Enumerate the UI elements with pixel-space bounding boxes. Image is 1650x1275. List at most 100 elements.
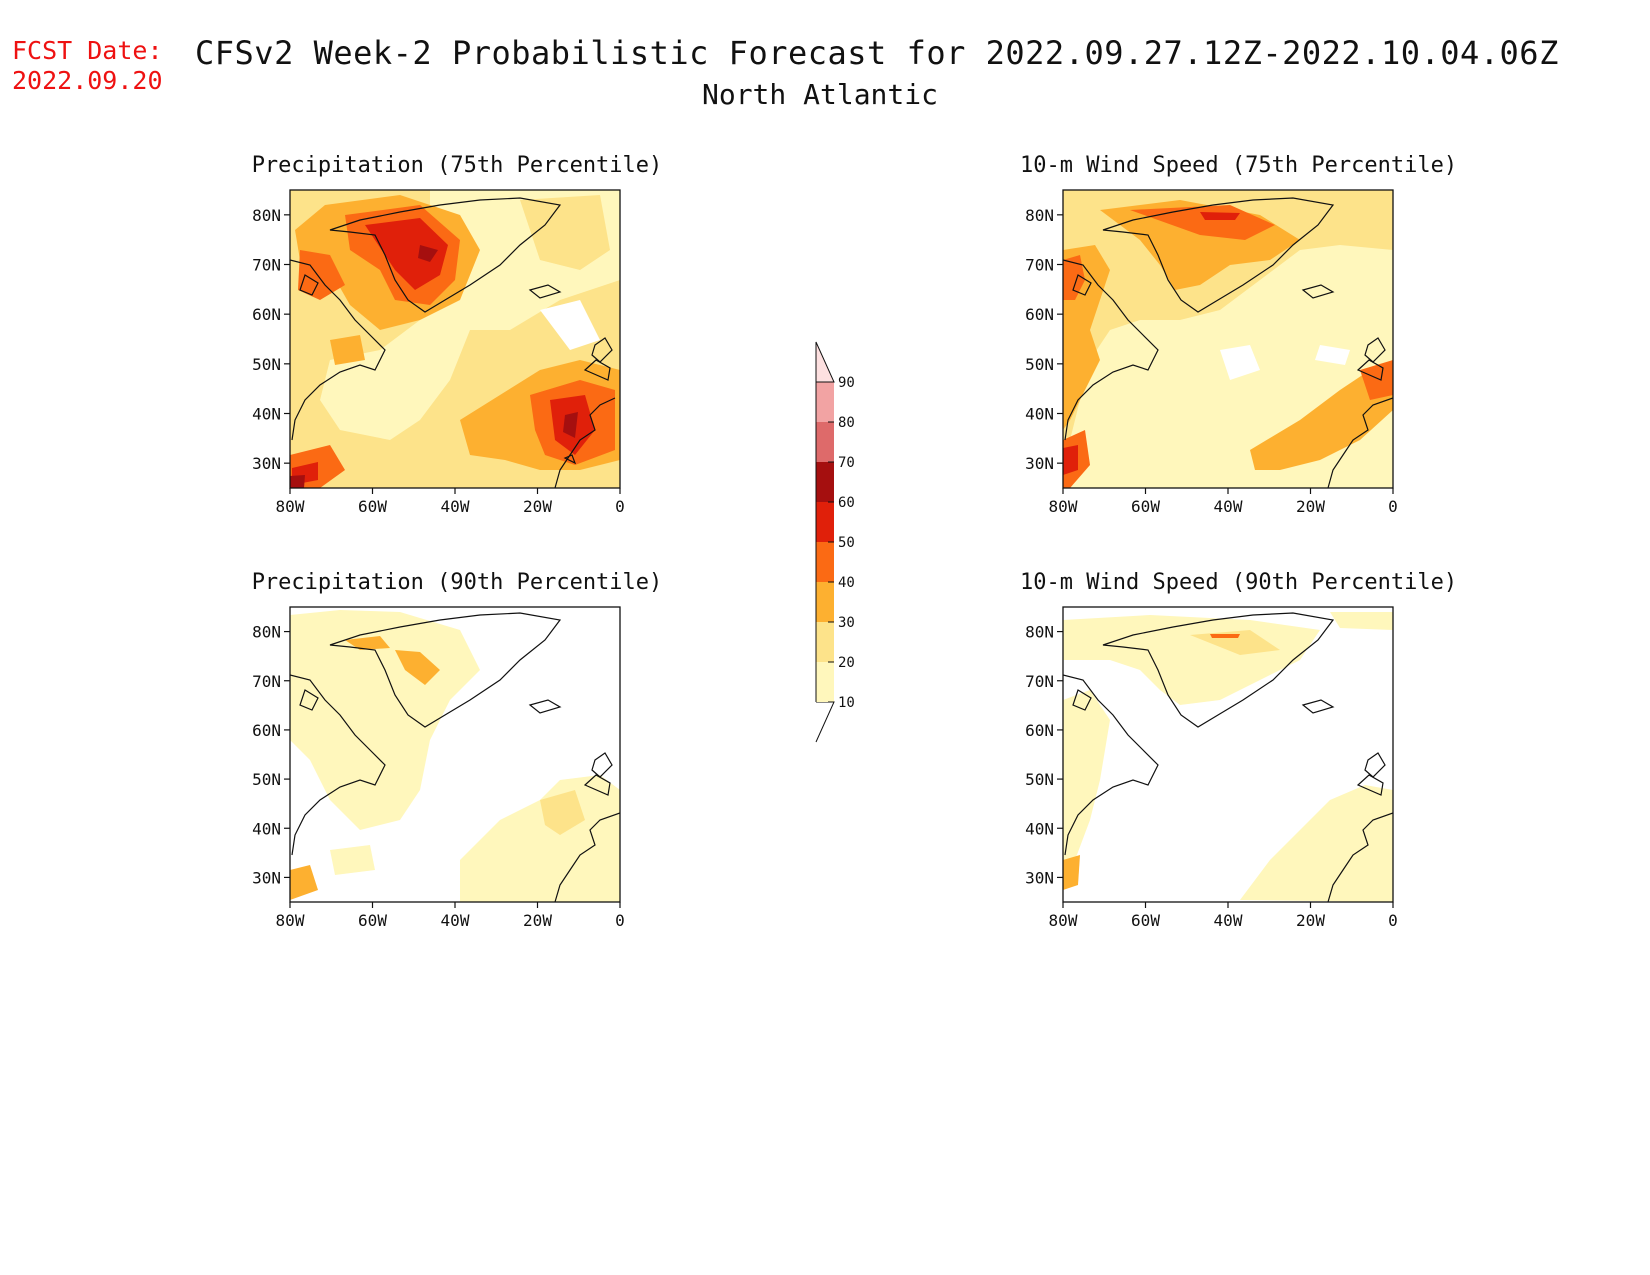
colorbar-label: 30 <box>838 615 855 631</box>
lon-tick-label: 20W <box>523 911 552 930</box>
shade-below-10 <box>540 300 600 350</box>
map-panel-wind-75 <box>1062 189 1394 489</box>
shade-30-40 <box>395 650 440 685</box>
coastlines <box>290 197 616 488</box>
panel-title-precip-75: Precipitation (75th Percentile) <box>251 153 663 178</box>
shade-10-20 <box>1240 785 1393 902</box>
shade-60-70 <box>563 412 578 438</box>
shade-30-40 <box>330 335 365 365</box>
lon-tick-label: 0 <box>1388 911 1398 930</box>
map-panel-precip-75 <box>289 189 621 489</box>
colorbar-segment <box>816 582 834 622</box>
lon-tick-label: 0 <box>1388 497 1398 516</box>
shade-30-40 <box>1250 365 1393 470</box>
lat-tick-label: 40N <box>1025 819 1054 838</box>
shade-40-50 <box>1360 360 1393 400</box>
lon-tick-label: 60W <box>358 911 387 930</box>
lat-tick-label: 30N <box>1025 454 1054 473</box>
lat-tick-label: 70N <box>252 672 281 691</box>
lat-tick-label: 30N <box>252 454 281 473</box>
fcst-date-value: 2022.09.20 <box>12 66 163 95</box>
coastlines <box>1063 612 1393 902</box>
lon-tick-label: 40W <box>441 911 470 930</box>
lat-tick-label: 40N <box>252 405 281 424</box>
lon-tick-label: 60W <box>1131 911 1160 930</box>
lat-tick-label: 50N <box>1025 355 1054 374</box>
shade-50-60 <box>1063 445 1078 475</box>
colorbar-label: 70 <box>838 455 855 471</box>
colorbar-label: 60 <box>838 495 855 511</box>
lat-tick-label: 50N <box>252 355 281 374</box>
lon-tick-label: 20W <box>1296 497 1325 516</box>
page-subtitle: North Atlantic <box>701 78 938 111</box>
lon-tick-label: 40W <box>1214 911 1243 930</box>
lat-tick-label: 80N <box>252 206 281 225</box>
shade-10-20 <box>330 845 375 875</box>
colorbar-segment <box>816 382 834 422</box>
shade-20-30 <box>540 790 585 835</box>
colorbar-label: 80 <box>838 415 855 431</box>
shade-60-70 <box>418 245 438 262</box>
colorbar-segment <box>816 422 834 462</box>
shade-10-20 <box>1063 690 1110 870</box>
shade-30-40 <box>290 865 318 900</box>
colorbar-label: 10 <box>838 695 855 711</box>
colorbar-segment <box>816 502 834 542</box>
lon-tick-label: 60W <box>1131 497 1160 516</box>
shade-below-10 <box>1315 345 1350 365</box>
lat-tick-label: 70N <box>1025 672 1054 691</box>
map-panel-wind-90 <box>1062 606 1394 903</box>
colorbar-label: 50 <box>838 535 855 551</box>
lon-tick-label: 0 <box>615 497 625 516</box>
colorbar-segment <box>816 622 834 662</box>
lat-tick-label: 50N <box>1025 770 1054 789</box>
lon-tick-label: 20W <box>523 497 552 516</box>
colorbar-label: 40 <box>838 575 855 591</box>
colorbar-label: 90 <box>838 375 855 391</box>
map-axes: 80W 60W 40W 20W 0 80N 70N 60N 50N 40N 30N 80W 60W 40W… <box>252 206 1398 930</box>
panel-title-wind-75: 10-m Wind Speed (75th Percentile) <box>1020 153 1458 178</box>
lon-tick-label: 80W <box>276 497 305 516</box>
shade-20-30 <box>520 195 610 270</box>
shade-20-30 <box>1063 190 1393 450</box>
lon-tick-label: 80W <box>276 911 305 930</box>
lat-tick-label: 80N <box>1025 623 1054 642</box>
lat-tick-label: 40N <box>1025 405 1054 424</box>
lon-tick-label: 40W <box>1214 497 1243 516</box>
lon-tick-label: 0 <box>615 911 625 930</box>
shade-below-10 <box>1220 345 1260 380</box>
map-panel-precip-90 <box>289 606 621 903</box>
colorbar-under-triangle <box>815 701 835 743</box>
lat-tick-label: 30N <box>252 868 281 887</box>
shade-30-40 <box>1063 855 1080 890</box>
lat-tick-label: 40N <box>252 819 281 838</box>
shade-50-60 <box>365 218 448 290</box>
lon-tick-label: 40W <box>441 497 470 516</box>
shade-30-40 <box>345 636 390 650</box>
colorbar-segment <box>816 462 834 502</box>
lat-tick-label: 80N <box>252 623 281 642</box>
shade-50-60 <box>1200 212 1240 220</box>
lat-tick-label: 60N <box>1025 305 1054 324</box>
lat-tick-label: 70N <box>252 256 281 275</box>
page-title: CFSv2 Week-2 Probabilistic Forecast for … <box>195 34 1559 72</box>
coastlines <box>290 612 620 902</box>
colorbar-over-triangle <box>815 341 835 383</box>
coastlines <box>1063 197 1393 488</box>
lat-tick-label: 60N <box>252 721 281 740</box>
lon-tick-label: 20W <box>1296 911 1325 930</box>
lat-tick-label: 50N <box>252 770 281 789</box>
shade-20-30 <box>1330 195 1393 240</box>
colorbar-label: 20 <box>838 655 855 671</box>
shade-40-50 <box>298 250 345 300</box>
colorbar-legend: 10 20 30 40 50 60 70 80 90 <box>815 341 855 743</box>
lat-tick-label: 70N <box>1025 256 1054 275</box>
panel-title-wind-90: 10-m Wind Speed (90th Percentile) <box>1020 570 1458 595</box>
colorbar-segment <box>816 662 834 702</box>
lat-tick-label: 60N <box>1025 721 1054 740</box>
shade-40-50 <box>1063 255 1085 300</box>
colorbar-segment <box>816 542 834 582</box>
lon-tick-label: 60W <box>358 497 387 516</box>
shade-10-20 <box>1330 612 1393 630</box>
panel-title-precip-90: Precipitation (90th Percentile) <box>251 570 663 595</box>
